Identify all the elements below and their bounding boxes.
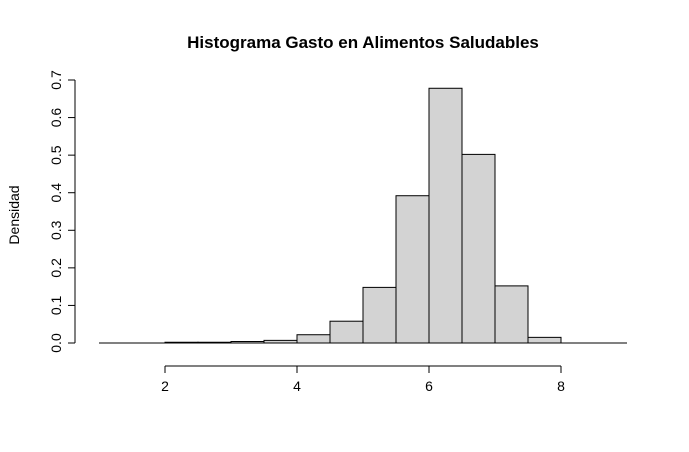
histogram-bar-11 [527, 336, 562, 344]
x-tick-label-3: 8 [557, 378, 565, 394]
bars-group [99, 87, 627, 344]
chart-title: Histograma Gasto en Alimentos Saludables [187, 33, 539, 52]
histogram-bar-7 [395, 195, 430, 344]
y-tick-label-1: 0.1 [48, 295, 64, 315]
histogram-bar-9 [461, 153, 496, 344]
y-axis: 0.0 0.1 0.2 0.3 0.4 0.5 0.6 0.7 [48, 70, 76, 353]
y-tick-label-4: 0.4 [48, 183, 64, 203]
histogram-bar-5 [329, 320, 364, 344]
histogram-bar-10 [494, 285, 529, 344]
x-tick-label-1: 4 [293, 378, 301, 394]
x-tick-label-0: 2 [161, 378, 169, 394]
y-tick-label-2: 0.2 [48, 258, 64, 278]
x-axis: 2 4 6 8 [161, 365, 565, 394]
histogram-bar-4 [296, 334, 331, 344]
x-tick-label-2: 6 [425, 378, 433, 394]
histogram-bar-6 [362, 286, 397, 344]
y-tick-label-7: 0.7 [48, 70, 64, 90]
histogram-bar-8 [428, 87, 463, 344]
y-tick-label-0: 0.0 [48, 333, 64, 353]
y-axis-label: Densidad [6, 185, 22, 244]
y-tick-label-6: 0.6 [48, 108, 64, 128]
y-tick-label-3: 0.3 [48, 220, 64, 240]
y-tick-label-5: 0.5 [48, 145, 64, 165]
